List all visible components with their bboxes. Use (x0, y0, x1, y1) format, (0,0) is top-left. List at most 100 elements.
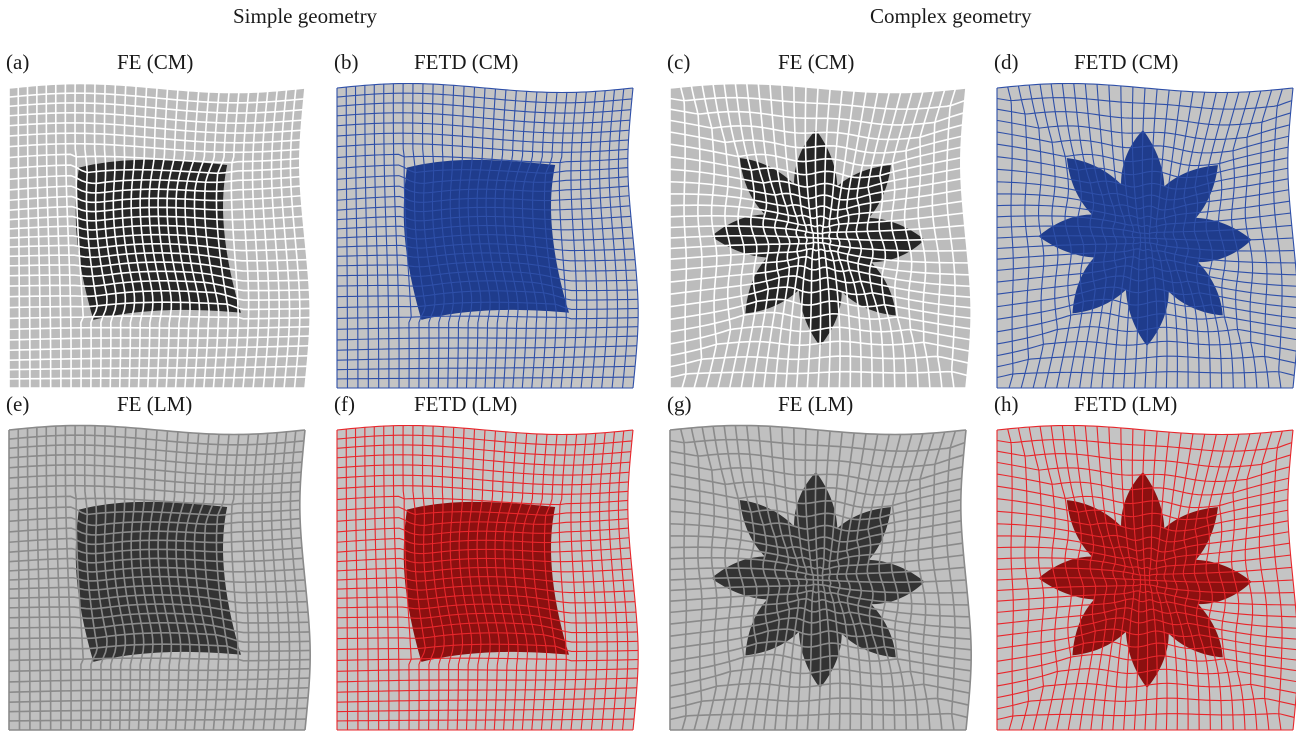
mesh-line-vertical (679, 428, 688, 731)
mesh-line-vertical (599, 90, 608, 389)
mesh-line-vertical (289, 88, 301, 389)
mesh-figure-h (996, 424, 1296, 731)
mesh-line-vertical (1148, 89, 1158, 389)
panel-letter: (c) (667, 50, 691, 74)
mesh-line-vertical (1205, 92, 1229, 389)
mesh-line-vertical (745, 83, 770, 389)
mesh-line-vertical (723, 425, 746, 731)
mesh-line-vertical (723, 83, 746, 389)
panel-letter: (h) (994, 392, 1019, 416)
mesh-line-vertical (175, 432, 191, 731)
mesh-line-vertical (769, 426, 791, 731)
panel-title: FETD (LM) (414, 392, 518, 416)
mesh-line-vertical (467, 429, 482, 731)
mesh-line-vertical (617, 430, 629, 731)
mesh-line-vertical (804, 428, 815, 731)
mesh-square-1 (336, 82, 639, 389)
mesh-line-vertical (734, 425, 758, 731)
mesh-line-vertical (701, 84, 718, 389)
mesh-line-vertical (476, 87, 491, 389)
mesh-line-vertical (184, 433, 201, 731)
mesh-line-vertical (1120, 85, 1135, 389)
mesh-line-vertical (83, 425, 99, 731)
mesh-line-vertical (412, 83, 426, 389)
mesh-line-vertical (1231, 91, 1251, 389)
mesh-line-vertical (431, 84, 445, 389)
mesh-line-vertical (422, 425, 436, 731)
mesh-line-vertical (364, 427, 369, 731)
mesh-line-vertical (1120, 427, 1135, 731)
mesh-line-vertical (1073, 83, 1097, 389)
mesh-line-vertical (814, 429, 822, 731)
mesh-line-vertical (532, 434, 548, 731)
mesh-line-vertical (440, 426, 454, 731)
mesh-line-vertical (845, 433, 867, 731)
mesh-line-vertical (821, 89, 831, 389)
mesh-line-vertical (1193, 92, 1217, 389)
mesh-line-vertical (1205, 434, 1229, 731)
mesh-line-vertical (890, 91, 913, 389)
mesh-line-vertical (1073, 425, 1097, 731)
mesh-line-vertical (383, 426, 390, 731)
mesh-line-vertical (64, 425, 72, 731)
mesh-line-vertical (512, 91, 529, 389)
mesh-line-vertical (570, 434, 578, 731)
panel-letter: (e) (6, 392, 30, 416)
mesh-line-vertical (828, 90, 843, 389)
mesh-line-vertical (890, 433, 913, 731)
mesh-line-vertical (354, 428, 359, 731)
mesh-line-vertical (866, 92, 891, 389)
mesh-line-vertical (521, 433, 538, 731)
mesh-line-vertical (734, 83, 758, 389)
mesh-line-vertical (608, 431, 619, 731)
mesh-line-vertical (781, 84, 800, 389)
mesh-line-vertical (845, 91, 867, 389)
mesh-line-vertical (1155, 432, 1170, 731)
mesh-line-vertical (494, 431, 510, 731)
mesh-line-vertical (251, 91, 260, 389)
mesh-line-vertical (917, 90, 935, 389)
mesh-figure-b (336, 82, 639, 389)
mesh-line-vertical (402, 425, 412, 731)
mesh-line-vertical (627, 429, 639, 731)
mesh-line-vertical (1273, 88, 1283, 389)
mesh-line-vertical (54, 426, 62, 731)
mesh-line-vertical (476, 429, 491, 731)
mesh-line-vertical (261, 91, 270, 389)
mesh-line-vertical (617, 88, 629, 389)
mesh-line-vertical (26, 86, 31, 389)
mesh-line-vertical (299, 87, 311, 389)
mesh-line-vertical (1244, 90, 1262, 389)
mesh-line-vertical (1172, 91, 1194, 389)
mesh-line-vertical (804, 86, 815, 389)
mesh-line-vertical (532, 92, 548, 389)
mesh-line-vertical (960, 429, 972, 731)
panel-title: FE (CM) (778, 50, 855, 74)
mesh-line-vertical (1244, 432, 1262, 731)
panel-letter: (f) (334, 392, 355, 416)
mesh-line-vertical (392, 83, 400, 389)
mesh-line-vertical (903, 433, 924, 731)
mesh-line-vertical (17, 87, 21, 389)
mesh-line-vertical (54, 84, 62, 389)
panel-a: (a) FE (CM) (2, 50, 318, 395)
mesh-line-vertical (175, 90, 191, 389)
mesh-line-vertical (112, 426, 127, 731)
mesh-line-vertical (570, 92, 578, 389)
mesh-line-vertical (449, 85, 464, 389)
mesh-line-vertical (251, 433, 260, 731)
mesh-line-vertical (467, 87, 482, 389)
mesh-line-vertical (1258, 431, 1273, 731)
mesh-line-vertical (345, 429, 349, 731)
mesh-line-vertical (203, 434, 220, 731)
mesh-line-vertical (878, 434, 902, 731)
mesh-line-vertical (215, 92, 230, 389)
mesh-line-vertical (945, 88, 957, 389)
panel-title: FETD (CM) (414, 50, 519, 74)
simple-geometry-title: Simple geometry (233, 4, 378, 28)
mesh-line-vertical (230, 434, 240, 731)
mesh-line-vertical (270, 432, 281, 731)
mesh-line-vertical (1163, 90, 1182, 389)
mesh-line-vertical (242, 92, 250, 389)
mesh-line-vertical (1131, 428, 1142, 731)
